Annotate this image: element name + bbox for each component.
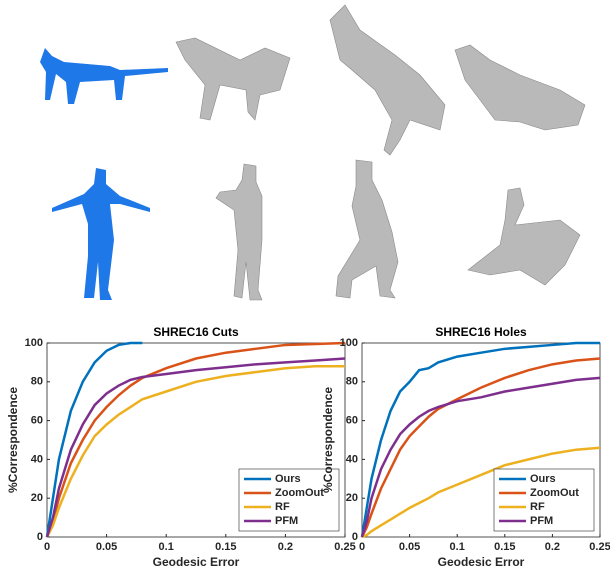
- x-tick-label: 0.2: [545, 541, 560, 553]
- x-tick-label: 0.05: [96, 541, 117, 553]
- x-tick-label: 0.2: [278, 541, 293, 553]
- y-tick-label: 40: [346, 453, 358, 465]
- y-axis-label: %Correspondence: [321, 387, 335, 493]
- y-tick-label: 0: [37, 531, 43, 543]
- legend-label: RF: [530, 501, 545, 513]
- x-axis-label: Geodesic Error: [153, 555, 240, 569]
- series-line: [360, 357, 601, 538]
- x-tick-label: 0.15: [215, 541, 236, 553]
- y-tick-label: 80: [346, 376, 358, 388]
- legend-label: RF: [275, 501, 290, 513]
- x-tick-label: 0: [359, 541, 365, 553]
- legend-label: Ours: [530, 473, 556, 485]
- human-partial: [215, 163, 263, 301]
- legend-label: ZoomOut: [275, 487, 324, 499]
- x-tick-label: 0.05: [399, 541, 420, 553]
- series-line: [45, 357, 346, 538]
- series-line: [45, 341, 346, 538]
- y-tick-label: 60: [31, 415, 43, 427]
- x-tick-label: 0.15: [494, 541, 515, 553]
- series-line: [45, 341, 143, 538]
- series-line: [45, 365, 345, 538]
- y-tick-label: 0: [352, 531, 358, 543]
- human-partial: [335, 159, 399, 299]
- chart-title: SHREC16 Holes: [435, 325, 527, 339]
- legend-label: ZoomOut: [530, 487, 579, 499]
- x-tick-label: 0.1: [159, 541, 174, 553]
- y-tick-label: 80: [31, 376, 43, 388]
- shape-renderings: [40, 4, 586, 301]
- series-line: [360, 376, 601, 538]
- human-reference: [52, 168, 150, 300]
- cat-partial: [175, 37, 291, 121]
- legend-label: PFM: [275, 515, 298, 527]
- x-tick-label: 0.25: [334, 541, 355, 553]
- human-partial: [467, 187, 581, 286]
- y-tick-label: 20: [346, 492, 358, 504]
- x-axis-label: Geodesic Error: [438, 555, 525, 569]
- legend-label: Ours: [275, 473, 301, 485]
- x-tick-label: 0.25: [589, 541, 610, 553]
- x-tick-label: 0: [44, 541, 50, 553]
- y-tick-label: 60: [346, 415, 358, 427]
- cat-partial: [329, 4, 446, 156]
- y-tick-label: 40: [31, 453, 43, 465]
- chart-title: SHREC16 Cuts: [153, 325, 239, 339]
- legend-label: PFM: [530, 515, 553, 527]
- y-tick-label: 100: [340, 337, 358, 349]
- series-line: [360, 341, 600, 538]
- cat-reference: [40, 48, 168, 104]
- y-tick-label: 100: [25, 337, 43, 349]
- cat-partial: [454, 44, 586, 131]
- y-tick-label: 20: [31, 492, 43, 504]
- series-line: [361, 446, 601, 539]
- y-axis-label: %Correspondence: [6, 387, 20, 493]
- x-tick-label: 0.1: [450, 541, 465, 553]
